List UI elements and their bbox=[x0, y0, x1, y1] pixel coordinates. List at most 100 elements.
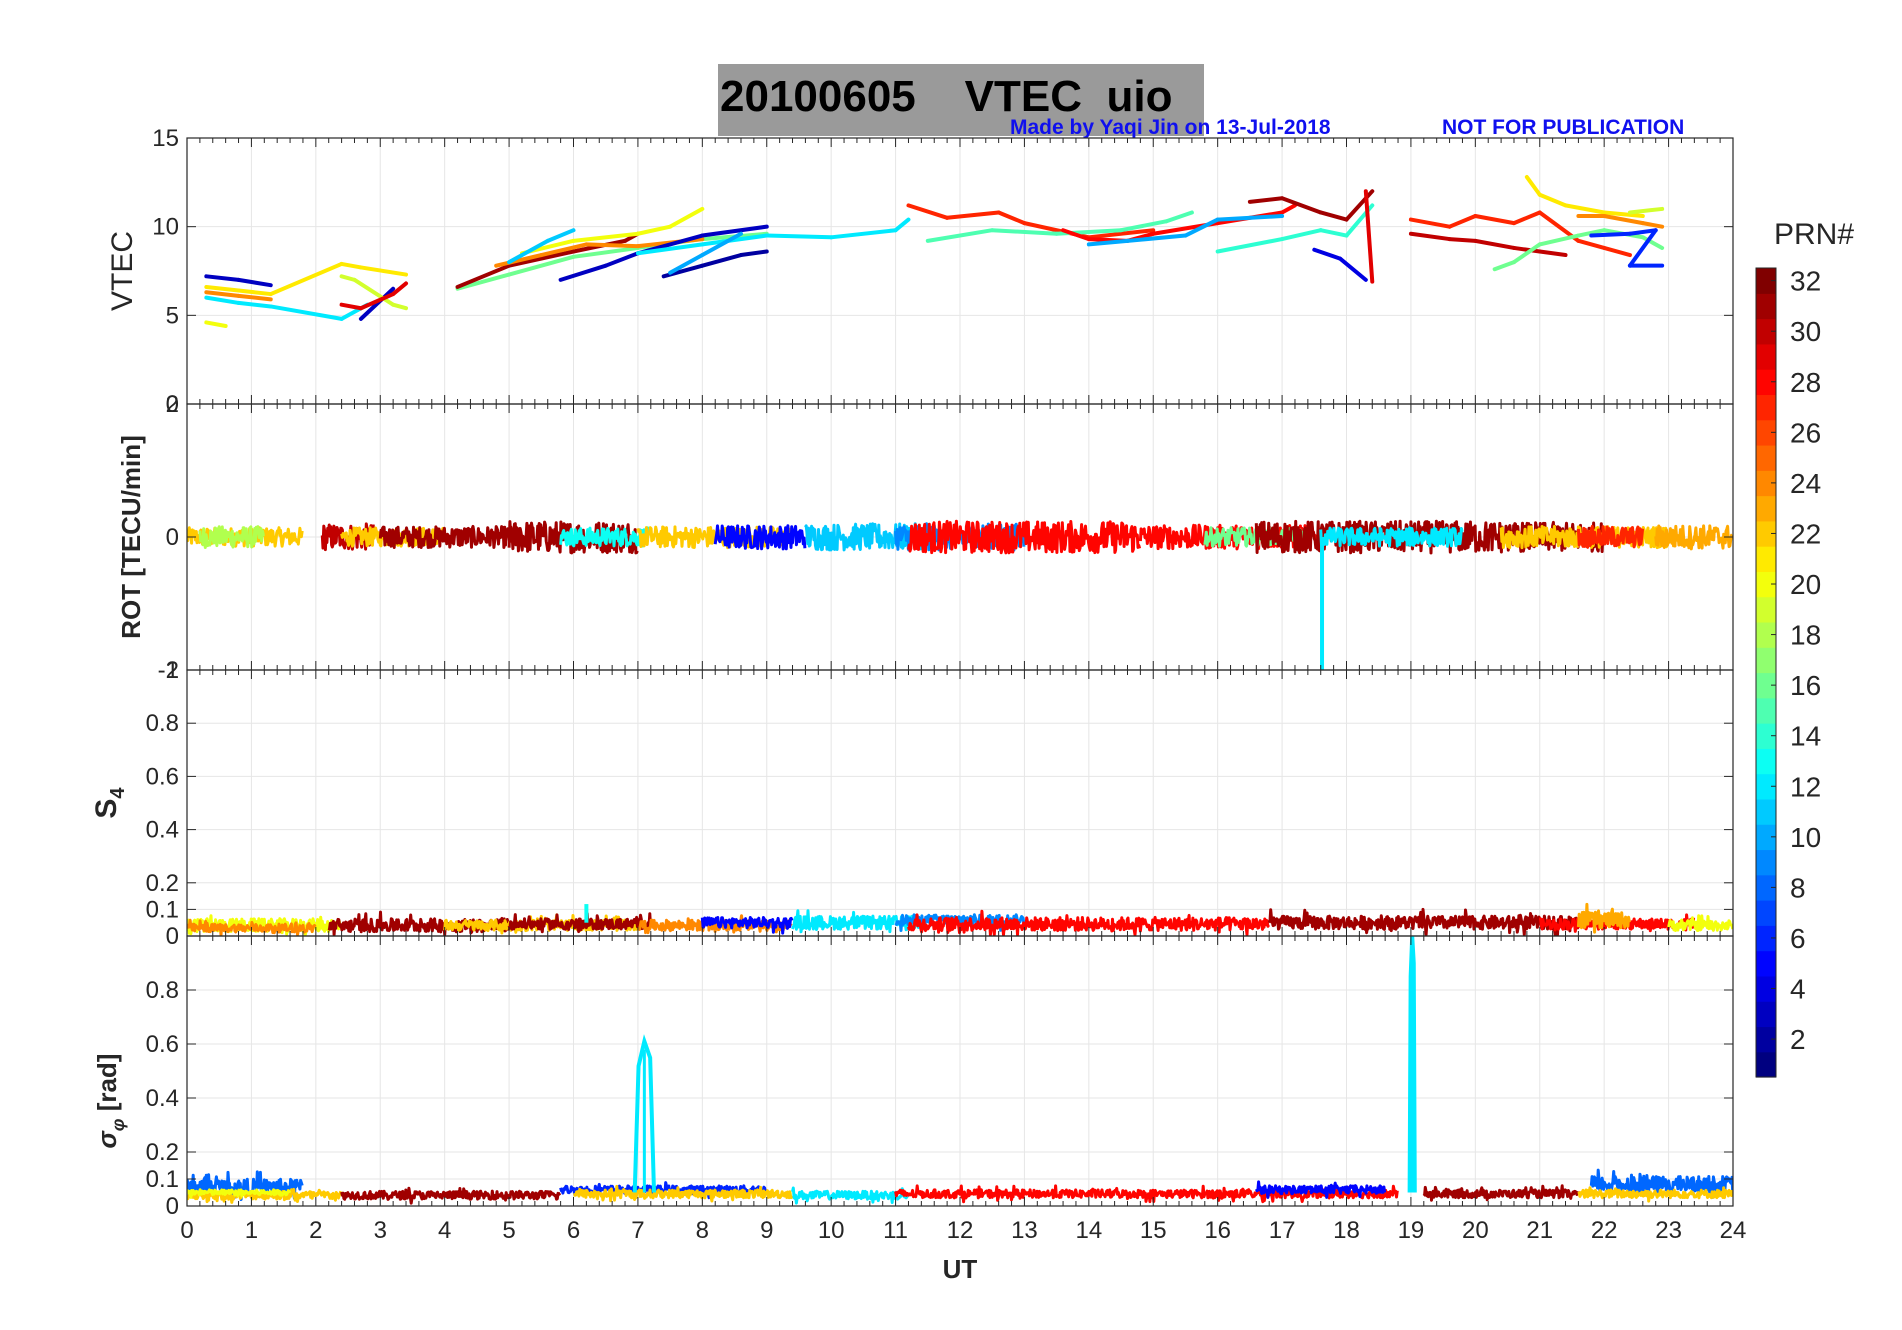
colorbar-band-17 bbox=[1756, 647, 1776, 674]
vtec-trace-prn-27 bbox=[906, 203, 950, 220]
colorbar-tick-label: 22 bbox=[1790, 518, 1821, 549]
vtec-trace-prn-27 bbox=[1408, 217, 1452, 229]
vtec-trace-prn-21 bbox=[1602, 210, 1645, 219]
x-tick-label: 12 bbox=[947, 1217, 974, 1244]
vtec-trace-prn-16 bbox=[1640, 235, 1665, 250]
vtec-trace-prn-3 bbox=[603, 251, 640, 268]
vtec-trace-prn-6 bbox=[1627, 228, 1658, 236]
x-tick-label: 16 bbox=[1204, 1217, 1231, 1244]
noise-trace-prn-8 bbox=[1589, 1168, 1733, 1199]
y-tick-label: 0.1 bbox=[146, 896, 179, 923]
author-credit: Made by Yaqi Jin on 13-Jul-2018 bbox=[1010, 116, 1331, 139]
vtec-trace-prn-12 bbox=[268, 304, 344, 321]
colorbar-band-27 bbox=[1756, 394, 1776, 421]
vtec-trace-prn-27 bbox=[1473, 214, 1516, 226]
vtec-trace-prn-6 bbox=[1589, 231, 1632, 238]
y-axis-label-unit: [rad] bbox=[92, 1054, 122, 1119]
x-tick-label: 14 bbox=[1075, 1217, 1102, 1244]
noise-trace-prn-12 bbox=[791, 1186, 910, 1205]
vtec-trace-prn-12 bbox=[700, 233, 769, 247]
x-tick-label: 11 bbox=[883, 1217, 908, 1244]
vtec-trace-prn-29 bbox=[391, 281, 409, 297]
y-axis-label: S4 bbox=[90, 787, 129, 819]
x-tick-label: 6 bbox=[567, 1217, 580, 1244]
vtec-trace-prn-16 bbox=[1576, 228, 1607, 238]
vtec-trace-prn-3 bbox=[204, 274, 241, 282]
noise-trace-prn-5 bbox=[700, 916, 794, 935]
colorbar-band-14 bbox=[1756, 723, 1776, 749]
colorbar-band-24 bbox=[1756, 470, 1776, 497]
colorbar-band-7 bbox=[1756, 900, 1776, 926]
x-tick-label: 20 bbox=[1462, 1217, 1489, 1244]
colorbar-band-1 bbox=[1756, 1051, 1776, 1078]
panel-s4: 00.10.2 0.4 0.6 0.8 1 S4 bbox=[90, 657, 1734, 950]
vtec-trace-prn-4 bbox=[1338, 256, 1368, 282]
colorbar-band-8 bbox=[1756, 874, 1776, 901]
y-axis-label-subscript: 4 bbox=[107, 787, 129, 799]
noise-trace-prn-28 bbox=[907, 909, 1270, 936]
noise-trace-prn-28 bbox=[907, 519, 1142, 555]
x-tick-label: 4 bbox=[438, 1217, 451, 1244]
vtec-trace-prn-30 bbox=[1447, 237, 1478, 243]
x-tick-label: 22 bbox=[1591, 1217, 1618, 1244]
vtec-trace-prn-16 bbox=[571, 245, 640, 259]
data-layer bbox=[187, 902, 1733, 936]
noise-trace-prn-20 bbox=[187, 1188, 292, 1199]
vtec-trace-prn-29 bbox=[358, 292, 396, 311]
y-tick-label: 0.4 bbox=[146, 817, 179, 844]
y-tick-label: 0.2 bbox=[146, 870, 179, 897]
colorbar-band-10 bbox=[1756, 824, 1776, 851]
vtec-trace-prn-20 bbox=[204, 320, 228, 328]
colorbar-tick-label: 12 bbox=[1790, 771, 1821, 802]
y-tick-label: 10 bbox=[152, 214, 179, 241]
y-tick-label: 0.6 bbox=[146, 763, 179, 790]
vtec-trace-prn-24 bbox=[1640, 221, 1665, 229]
vtec-trace-prn-21 bbox=[339, 261, 363, 270]
colorbar-tick-label: 4 bbox=[1790, 974, 1806, 1005]
noise-trace-prn-31 bbox=[507, 912, 652, 934]
noise-trace-prn-28 bbox=[1538, 913, 1696, 933]
colorbar-band-3 bbox=[1756, 1001, 1776, 1028]
vtec-trace-prn-21 bbox=[236, 288, 273, 297]
y-tick-label: 0 bbox=[166, 524, 179, 551]
y-tick-label: 0.8 bbox=[146, 977, 179, 1004]
vtec-trace-prn-12 bbox=[204, 295, 241, 305]
noise-trace-prn-12 bbox=[1319, 526, 1464, 548]
colorbar-band-9 bbox=[1756, 849, 1776, 876]
y-tick-label: 0.8 bbox=[146, 710, 179, 737]
colorbar-frame bbox=[1755, 267, 1777, 1078]
colorbar-tick-label: 30 bbox=[1790, 316, 1821, 347]
x-tick-label: 0 bbox=[180, 1217, 193, 1244]
vtec-trace-prn-20 bbox=[635, 224, 673, 236]
x-tick-label: 15 bbox=[1140, 1217, 1167, 1244]
vtec-trace-prn-29 bbox=[1363, 189, 1375, 284]
x-tick-label: 1 bbox=[245, 1217, 258, 1244]
vtec-trace-prn-30 bbox=[1537, 249, 1568, 258]
colorbar-tick-label: 26 bbox=[1790, 417, 1821, 448]
bump-prn-12 bbox=[632, 1034, 657, 1193]
panel-sigma-phi: 00.10.2 0.4 0.6 0.8 σφ [rad] bbox=[92, 935, 1734, 1220]
colorbar-tick-label: 10 bbox=[1790, 822, 1821, 853]
colorbar-band-16 bbox=[1756, 672, 1776, 699]
noise-trace-prn-31 bbox=[378, 524, 524, 549]
y-tick-label: -2 bbox=[158, 657, 179, 684]
colorbar-band-25 bbox=[1756, 444, 1776, 471]
vtec-trace-prn-15 bbox=[925, 228, 995, 243]
vtec-trace-prn-19 bbox=[352, 277, 396, 307]
vtec-trace-prn-10 bbox=[668, 253, 705, 275]
colorbar-band-19 bbox=[1756, 596, 1776, 623]
colorbar-band-5 bbox=[1756, 950, 1776, 977]
vtec-trace-prn-31 bbox=[507, 249, 576, 268]
vtec-trace-prn-28 bbox=[1061, 228, 1091, 242]
data-layer bbox=[204, 175, 1665, 328]
x-tick-label: 18 bbox=[1333, 1217, 1360, 1244]
y-tick-label: 0.2 bbox=[146, 1139, 179, 1166]
colorbar-tick-label: 20 bbox=[1790, 569, 1821, 600]
y-tick-label: 0.1 bbox=[146, 1166, 179, 1193]
y-axis-label-sigma: σ bbox=[92, 1129, 122, 1148]
vtec-trace-prn-6 bbox=[1627, 228, 1658, 268]
vtec-trace-prn-12 bbox=[236, 300, 273, 309]
y-axis-label: ROT [TECU/min] bbox=[116, 435, 146, 639]
vtec-trace-prn-14 bbox=[1280, 228, 1323, 242]
colorbar-band-29 bbox=[1756, 343, 1776, 370]
